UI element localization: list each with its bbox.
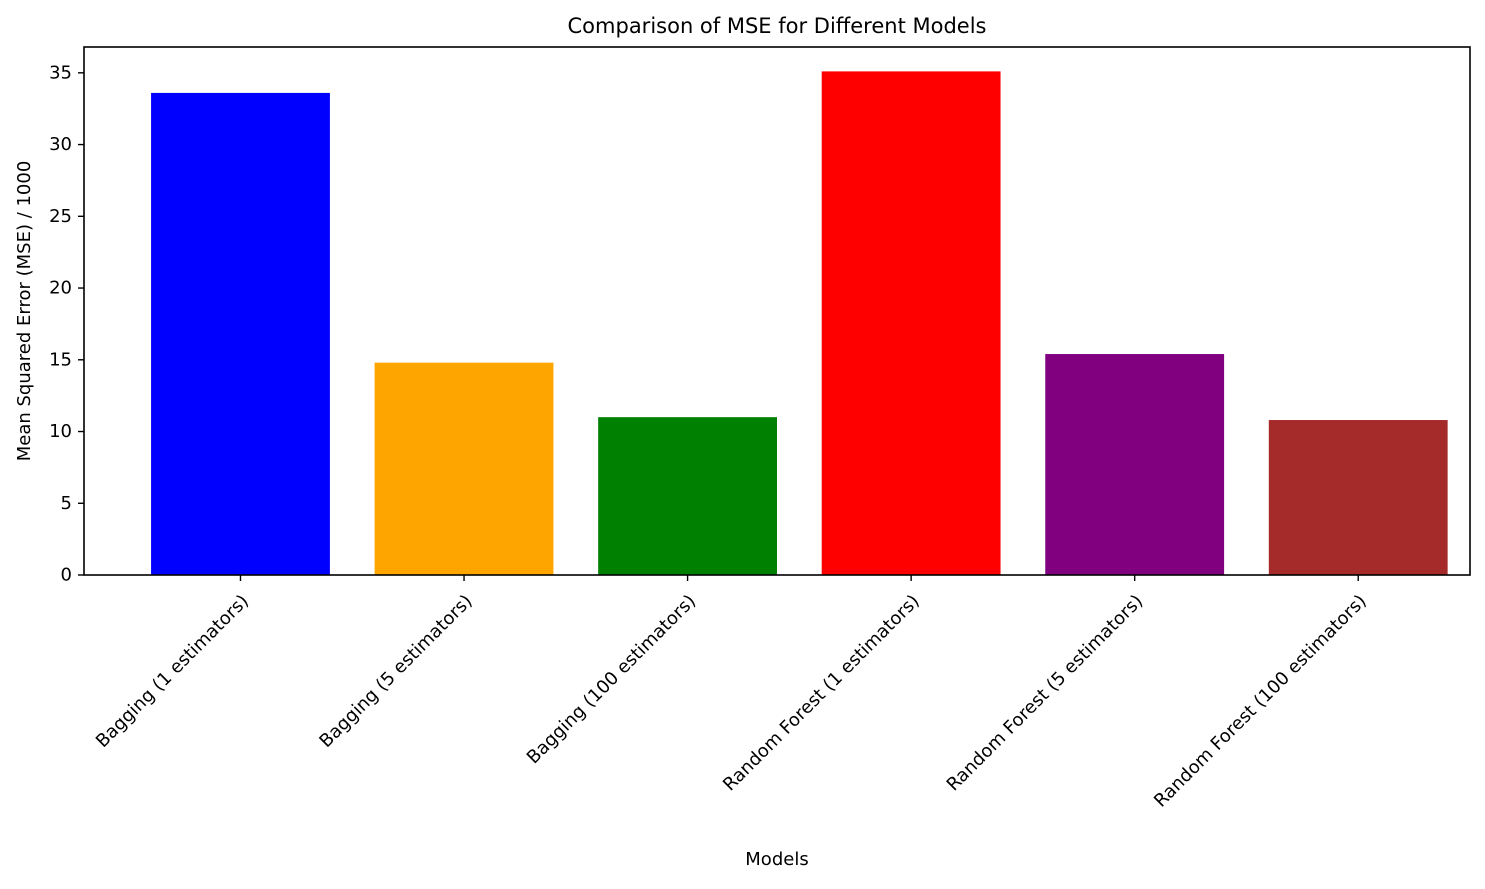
- x-axis: Bagging (1 estimators) Bagging (5 estimat…: [92, 575, 1371, 812]
- bars-layer: [151, 71, 1448, 576]
- bar: [151, 92, 330, 576]
- x-tick-label: Random Forest (100 estimators): [1150, 591, 1371, 812]
- x-tick-label: Bagging (100 estimators): [523, 591, 700, 768]
- y-tick-label: 25: [49, 206, 72, 227]
- x-tick-label: Bagging (1 estimators): [92, 591, 253, 752]
- y-axis-label: Mean Squared Error (MSE) / 1000: [14, 161, 35, 462]
- bar: [821, 71, 1001, 576]
- y-tick-label: 35: [49, 62, 72, 83]
- x-tick-label: Random Forest (5 estimators): [943, 591, 1148, 796]
- bar: [1268, 420, 1448, 575]
- y-tick-label: 30: [49, 134, 72, 155]
- chart-title: Comparison of MSE for Different Models: [568, 14, 987, 38]
- bar: [1045, 354, 1225, 575]
- y-tick-label: 10: [49, 421, 72, 442]
- plot-frame: [83, 46, 1471, 576]
- y-axis: 0 5 10 15 20 25 30 35: [49, 62, 84, 586]
- y-tick-label: 15: [49, 349, 72, 370]
- x-axis-label: Models: [745, 849, 808, 870]
- x-tick-label: Random Forest (1 estimators): [719, 591, 924, 796]
- y-tick-label: 0: [61, 565, 72, 586]
- y-tick-label: 5: [61, 493, 72, 514]
- bar: [598, 417, 777, 575]
- x-tick-label: Bagging (5 estimators): [315, 591, 476, 752]
- bar: [374, 362, 554, 575]
- y-tick-label: 20: [49, 278, 72, 299]
